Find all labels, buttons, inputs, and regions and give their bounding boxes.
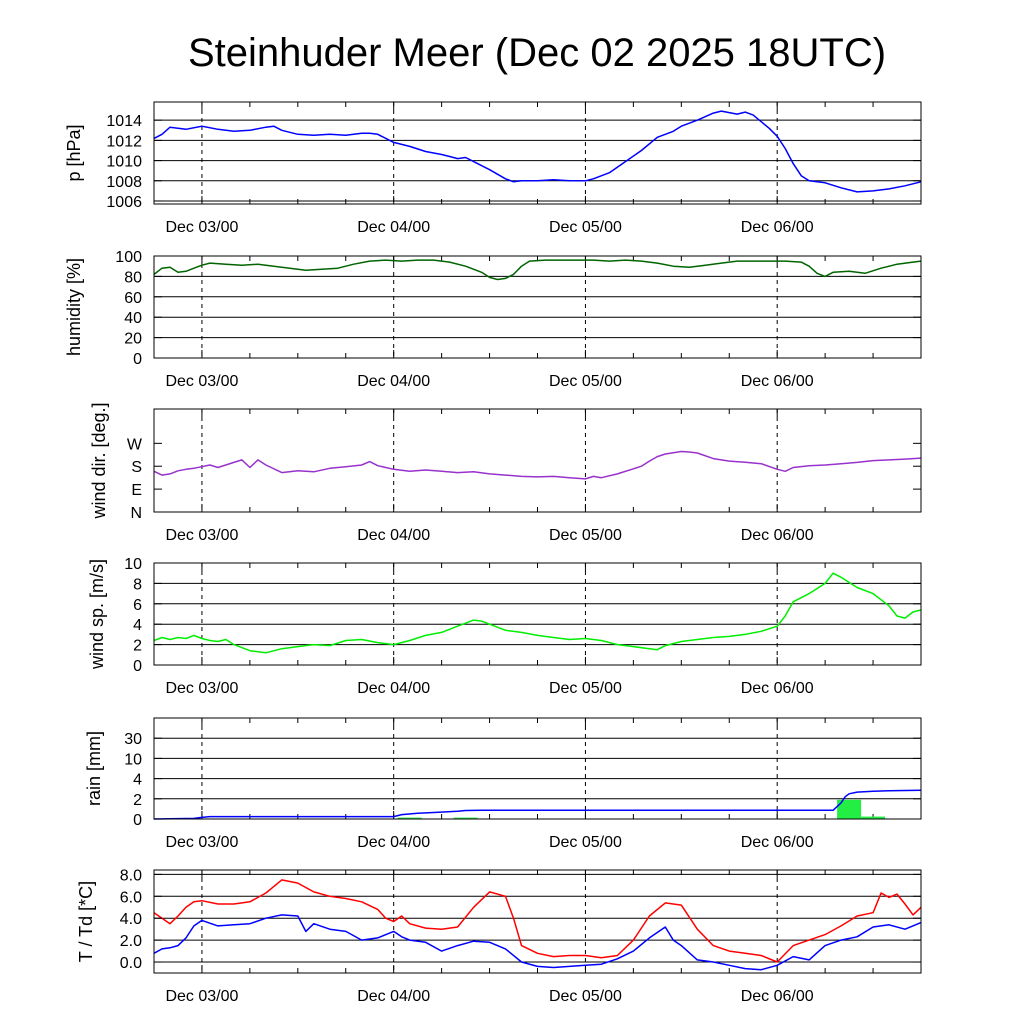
- x-tick-label: Dec 03/00: [165, 988, 238, 1005]
- y-tick-label: 10: [124, 556, 142, 573]
- y-axis-label: p [hPa]: [64, 124, 84, 181]
- y-tick-label: 1010: [106, 154, 142, 171]
- series-line-humidity: [153, 259, 922, 281]
- y-tick-label: 80: [124, 269, 142, 286]
- series-line-accumulated-rain: [153, 789, 922, 820]
- y-tick-label: 1006: [106, 194, 142, 211]
- y-tick-label: 10: [124, 751, 142, 768]
- panel-frame: [153, 869, 922, 974]
- series-line-p: [153, 110, 922, 193]
- x-tick-label: Dec 05/00: [549, 680, 622, 697]
- y-tick-label: 2: [133, 638, 142, 655]
- x-tick-label: Dec 05/00: [549, 373, 622, 390]
- series-line-td: [153, 914, 922, 971]
- y-tick-label: 8: [133, 576, 142, 593]
- x-tick-label: Dec 06/00: [741, 988, 814, 1005]
- rain-bar: [837, 799, 862, 819]
- x-tick-label: Dec 05/00: [549, 834, 622, 851]
- x-tick-label: Dec 04/00: [357, 373, 430, 390]
- x-tick-label: Dec 03/00: [165, 373, 238, 390]
- panel-frame: [153, 101, 922, 205]
- x-tick-label: Dec 06/00: [741, 527, 814, 544]
- y-tick-label: 2.0: [120, 933, 142, 950]
- y-tick-label: S: [131, 459, 142, 476]
- x-tick-label: Dec 04/00: [357, 834, 430, 851]
- y-axis-label: wind sp. [m/s]: [87, 559, 107, 670]
- y-tick-label: 20: [124, 331, 142, 348]
- y-tick-label: 6.0: [120, 889, 142, 906]
- x-tick-label: Dec 04/00: [357, 527, 430, 544]
- panel-wind_speed: 0 2 4 6 8 10 wind sp. [m/s] Dec 03/00 Dec 04/00 D…: [87, 556, 922, 697]
- rain-bar: [453, 817, 478, 819]
- y-tick-label: E: [131, 482, 142, 499]
- series-line-wind-dir: [153, 450, 922, 480]
- panel-frame: [153, 408, 922, 513]
- series-line-t: [153, 879, 922, 963]
- y-tick-label: W: [127, 436, 143, 453]
- y-tick-label: 1008: [106, 174, 142, 191]
- y-tick-label: 4.0: [120, 911, 142, 928]
- y-axis-label: wind dir. [deg.]: [89, 402, 109, 519]
- x-tick-label: Dec 03/00: [165, 680, 238, 697]
- x-tick-label: Dec 03/00: [165, 219, 238, 236]
- chart-title: Steinhuder Meer (Dec 02 2025 18UTC): [188, 31, 886, 75]
- y-tick-label: 4: [133, 772, 142, 789]
- x-tick-label: Dec 04/00: [357, 680, 430, 697]
- x-tick-label: Dec 06/00: [741, 219, 814, 236]
- y-tick-label: 6: [133, 597, 142, 614]
- x-tick-label: Dec 04/00: [357, 219, 430, 236]
- y-axis-label: rain [mm]: [84, 731, 104, 806]
- y-tick-label: 0: [133, 812, 142, 829]
- panel-rain: 0 2 4 10 30 rain [mm] Dec 03/00 Dec 04/00 Dec 05…: [84, 717, 922, 851]
- y-tick-label: 1012: [106, 133, 142, 150]
- x-tick-label: Dec 06/00: [741, 680, 814, 697]
- y-tick-label: 8.0: [120, 867, 142, 884]
- y-tick-label: 40: [124, 310, 142, 327]
- y-tick-label: 1014: [106, 113, 142, 130]
- x-tick-label: Dec 06/00: [741, 373, 814, 390]
- x-tick-label: Dec 03/00: [165, 834, 238, 851]
- x-tick-label: Dec 06/00: [741, 834, 814, 851]
- y-tick-label: 0.0: [120, 955, 142, 972]
- y-tick-label: 30: [124, 731, 142, 748]
- x-tick-label: Dec 03/00: [165, 527, 238, 544]
- x-tick-label: Dec 05/00: [549, 219, 622, 236]
- y-axis-label: T / Td [*C]: [76, 881, 96, 962]
- panel-temperature: 0.0 2.0 4.0 6.0 8.0 T / Td [*C] Dec 03/00 Dec 0…: [76, 867, 922, 1005]
- y-tick-label: N: [130, 505, 142, 522]
- y-tick-label: 60: [124, 290, 142, 307]
- y-tick-label: 2: [133, 792, 142, 809]
- x-tick-label: Dec 05/00: [549, 988, 622, 1005]
- panel-frame: [153, 255, 922, 359]
- y-tick-label: 0: [133, 351, 142, 368]
- panel-humidity: 0 20 40 60 80 100 humidity [%] Dec 03/00 Dec 04/…: [64, 249, 922, 390]
- series-line-wind-speed: [153, 572, 922, 654]
- x-tick-label: Dec 04/00: [357, 988, 430, 1005]
- rain-bar: [397, 817, 422, 819]
- panel-pressure: 1006 1008 1010 1012 1014 p [hPa] Dec 03/00 Dec …: [64, 101, 922, 236]
- y-axis-label: humidity [%]: [64, 258, 84, 356]
- panel-frame: [153, 717, 922, 820]
- y-tick-label: 100: [115, 249, 142, 266]
- x-tick-label: Dec 05/00: [549, 527, 622, 544]
- panel-frame: [153, 562, 922, 666]
- rain-bar: [861, 816, 886, 819]
- y-tick-label: 4: [133, 617, 142, 634]
- y-tick-label: 0: [133, 658, 142, 675]
